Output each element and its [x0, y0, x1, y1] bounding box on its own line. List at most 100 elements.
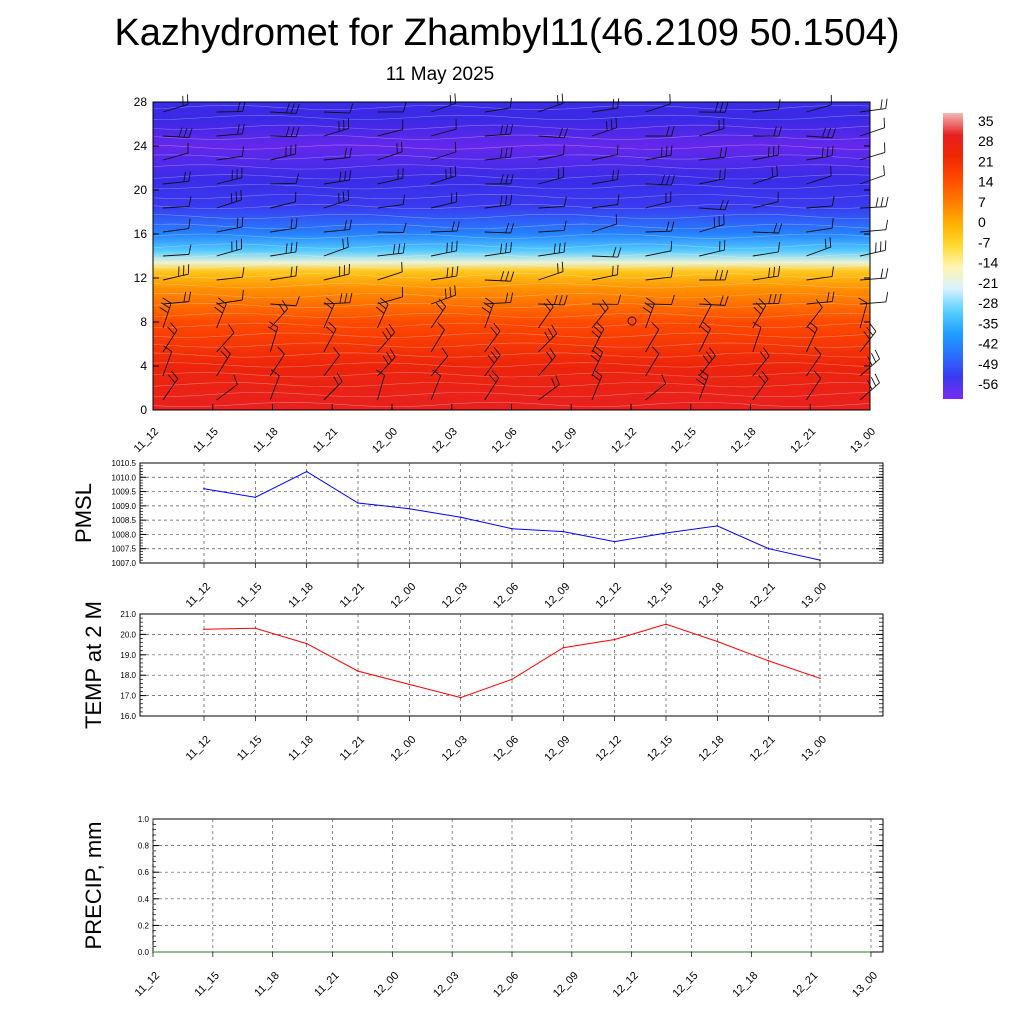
wind-barb [269, 346, 285, 377]
wind-barb-feather [617, 294, 622, 305]
data-point [767, 547, 770, 550]
wind-barb-feather [702, 321, 711, 329]
wind-barb-feather [344, 148, 347, 159]
y-tick-label: 0.4 [138, 895, 150, 904]
wind-barb [538, 242, 566, 257]
wind-barb-feather [510, 124, 513, 135]
wind-barb-feather [500, 148, 503, 159]
wind-barb [645, 374, 667, 401]
wind-barb-feather [295, 241, 298, 252]
wind-barb-feather [188, 291, 192, 302]
y-tick-label: 24 [134, 139, 148, 153]
wind-barb-feather [295, 126, 300, 137]
wind-barb-feather [617, 98, 620, 109]
wind-barb [323, 190, 350, 209]
isotherm-contour [152, 273, 871, 279]
wind-barb-feather [773, 293, 777, 304]
wind-barb-feather [188, 171, 191, 182]
wind-barb [699, 295, 729, 306]
wind-barb [270, 241, 298, 257]
wind-barb-feather [214, 306, 223, 314]
wind-barb-shaft [645, 103, 671, 113]
wind-barb-shaft [270, 303, 297, 307]
wind-barb-feather [549, 347, 556, 357]
wind-barb-feather [510, 292, 514, 303]
wind-barb-shaft [752, 251, 779, 257]
wind-barb-shaft [162, 303, 172, 329]
wind-barb-feather [724, 270, 729, 281]
wind-barb-feather [777, 144, 780, 155]
wind-barb-feather [278, 303, 285, 313]
isotherm-contour [152, 382, 871, 388]
wind-barb [430, 192, 458, 209]
wind-barb-feather [483, 302, 493, 309]
wind-barb-feather [347, 237, 349, 248]
wind-barb-shaft [645, 276, 672, 281]
wind-barb-shaft [270, 201, 296, 209]
wind-barb-shaft [162, 351, 173, 377]
wind-barb-feather [778, 126, 782, 137]
wind-barb-feather [290, 218, 293, 229]
wind-barb-feather [773, 266, 776, 277]
wind-barb-shaft [323, 111, 350, 114]
wind-barb [484, 223, 515, 234]
wind-barb-feather [714, 270, 719, 281]
wind-barb-shaft [484, 251, 511, 257]
data-point [716, 525, 719, 527]
temperature-2m-chart [139, 613, 884, 721]
wind-barb [323, 147, 352, 161]
data-point [305, 642, 308, 645]
wind-barb [806, 94, 832, 113]
wind-barb-feather [510, 174, 514, 184]
wind-barb-feather [883, 117, 886, 128]
x-tick-label: 11_18 [286, 581, 316, 611]
wind-barb-feather [380, 297, 389, 305]
wind-barb-shaft [752, 275, 779, 281]
wind-barb-feather [563, 128, 568, 138]
wind-barb-feather [493, 347, 501, 356]
isotherm-contour [152, 302, 871, 309]
wind-barb [752, 293, 782, 305]
wind-barb-feather [772, 145, 775, 156]
wind-barb-feather [666, 221, 670, 232]
wind-barb-feather [880, 99, 883, 110]
wind-barb [216, 146, 244, 161]
x-tick-label: 11_15 [235, 734, 265, 764]
wind-barb [699, 240, 726, 257]
wind-barb [162, 171, 191, 185]
wind-barb-feather [230, 193, 233, 204]
wind-barb-feather [642, 306, 652, 314]
wind-barb-shaft [323, 128, 349, 137]
wind-barb-feather [451, 241, 453, 252]
wind-barb-shaft [216, 177, 242, 185]
wind-barb-feather [510, 147, 513, 158]
wind-barb [270, 144, 297, 161]
wind-barb-feather [880, 268, 884, 279]
wind-barb-feather [594, 345, 603, 353]
wind-barb-feather [328, 321, 337, 330]
wind-barb-shaft [377, 296, 403, 305]
wind-barb-feather [719, 169, 721, 180]
wind-barb-shaft [216, 199, 242, 209]
wind-barb [377, 348, 396, 377]
vertical-section-chart [152, 93, 889, 411]
wind-barb-shaft [699, 156, 726, 161]
x-tick-label: 12_00 [370, 426, 400, 456]
wind-barb-feather [551, 378, 556, 388]
data-point [459, 516, 462, 519]
wind-barb-feather [481, 306, 491, 314]
x-tick-label: 11_21 [311, 426, 341, 456]
wind-barb-feather [617, 247, 622, 258]
wind-barb-shaft [162, 301, 189, 305]
wind-barb-feather [719, 295, 724, 306]
wind-barb-shaft [752, 201, 779, 209]
data-point [203, 628, 205, 631]
wind-barb-shaft [484, 301, 511, 305]
wind-barb-feather [719, 102, 724, 113]
wind-barb-feather [277, 346, 285, 355]
data-point [613, 638, 616, 641]
wind-barb [323, 321, 337, 353]
wind-barb-shaft [698, 304, 712, 329]
wind-barb-feather [719, 147, 723, 158]
precipitation-chart [152, 818, 884, 957]
